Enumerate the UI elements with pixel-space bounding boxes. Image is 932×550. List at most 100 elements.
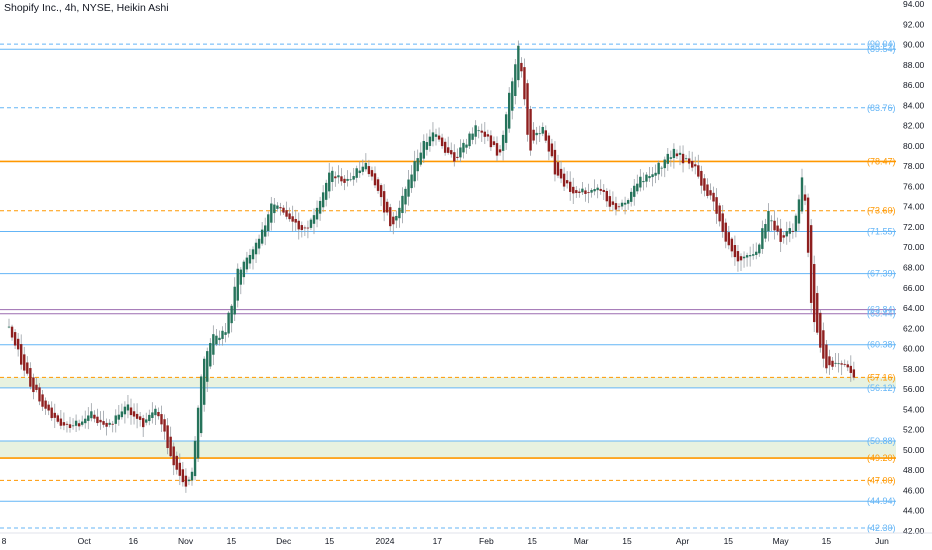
candle-body — [108, 422, 111, 425]
candle-body — [764, 224, 767, 239]
candle-body — [264, 225, 267, 237]
candle-body — [172, 446, 175, 466]
level-label: (44.94) — [867, 496, 896, 506]
candle-body — [398, 207, 401, 219]
candle-body — [474, 125, 477, 137]
candle-body — [684, 158, 688, 160]
candle-body — [413, 161, 416, 182]
y-tick-label: 82.00 — [903, 121, 925, 131]
candle-body — [160, 414, 163, 425]
candle-body — [459, 147, 462, 158]
candle-body — [87, 415, 90, 421]
candle-body — [745, 255, 749, 258]
candle-body — [779, 228, 782, 242]
candle-body — [617, 206, 621, 208]
candle-body — [852, 369, 856, 378]
candle-body — [358, 170, 361, 174]
x-tick-label: 15 — [527, 536, 537, 546]
candle-body — [614, 203, 618, 210]
candle-body — [294, 218, 297, 223]
candle-body — [184, 475, 188, 487]
candle-body — [593, 189, 596, 192]
candle-body — [273, 204, 276, 214]
candle-body — [373, 173, 377, 186]
candle-body — [623, 202, 627, 205]
level-label: (63.44) — [867, 309, 896, 319]
candle-body — [480, 130, 483, 133]
candle-body — [849, 365, 852, 373]
candle-body — [666, 153, 669, 164]
candle-body — [44, 400, 47, 409]
candle-body — [340, 176, 343, 182]
x-tick-label: Apr — [676, 536, 689, 546]
candle-body — [590, 189, 593, 193]
candle-body — [691, 160, 694, 168]
candle-body — [834, 362, 837, 364]
candle-body — [62, 422, 66, 426]
x-tick-label: Mar — [574, 536, 589, 546]
y-tick-label: 50.00 — [903, 445, 925, 455]
level-label: (67.39) — [867, 269, 896, 279]
candle-body — [471, 133, 474, 140]
candle-body — [285, 210, 288, 217]
candle-body — [434, 134, 438, 137]
candle-body — [486, 134, 490, 137]
y-tick-label: 70.00 — [903, 242, 925, 252]
candle-body — [364, 162, 368, 170]
candle-body — [550, 143, 554, 157]
candle-body — [828, 356, 831, 366]
y-tick-label: 60.00 — [903, 344, 925, 354]
candle-body — [419, 152, 422, 165]
candle-body — [410, 174, 413, 189]
candle-body — [190, 471, 194, 481]
x-tick-label: 15 — [622, 536, 632, 546]
candle-body — [251, 249, 255, 260]
candle-body — [611, 201, 615, 205]
candle-body — [111, 423, 114, 425]
candle-body — [498, 149, 502, 153]
candle-body — [672, 148, 676, 159]
candle-body — [352, 176, 355, 180]
candle-body — [41, 394, 44, 407]
candle-body — [477, 130, 480, 132]
candle-body — [138, 416, 142, 420]
candle-body — [32, 377, 35, 393]
candle-body — [20, 344, 23, 365]
candle-body — [206, 351, 209, 382]
x-tick-label: Feb — [479, 536, 494, 546]
candle-body — [193, 440, 197, 477]
candle-body — [761, 228, 764, 249]
candle-body — [84, 418, 87, 424]
candle-body — [785, 231, 788, 237]
level-label: (56.12) — [867, 383, 896, 393]
candle-body — [361, 166, 364, 172]
candle-body — [129, 407, 133, 416]
candle-body — [492, 141, 496, 145]
candle-body — [35, 384, 38, 390]
candle-body — [755, 251, 758, 255]
candle-body — [331, 170, 334, 182]
x-tick-label: 15 — [227, 536, 237, 546]
candle-body — [71, 425, 75, 427]
y-tick-label: 90.00 — [903, 40, 925, 50]
y-tick-label: 78.00 — [903, 161, 925, 171]
candle-body — [407, 179, 410, 197]
y-tick-label: 92.00 — [903, 19, 925, 29]
candle-body — [318, 200, 322, 214]
candle-body — [511, 81, 514, 111]
candle-body — [145, 419, 148, 423]
candle-body — [132, 411, 136, 417]
candle-body — [77, 423, 81, 427]
candle-body — [547, 135, 551, 152]
candle-body — [767, 210, 770, 232]
candle-body — [422, 140, 425, 159]
y-tick-label: 84.00 — [903, 100, 925, 110]
candle-body — [599, 188, 602, 191]
candle-body — [178, 462, 181, 476]
candle-body — [239, 269, 242, 285]
candle-body — [508, 92, 511, 129]
candle-body — [297, 220, 300, 230]
candle-body — [59, 418, 63, 426]
candle-body — [504, 114, 508, 143]
